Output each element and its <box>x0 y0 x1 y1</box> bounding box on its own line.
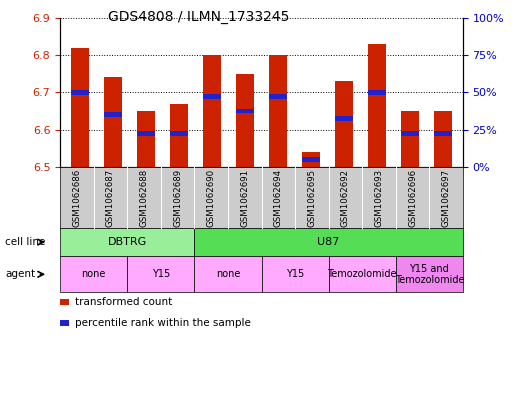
Bar <box>170 131 188 136</box>
Text: Y15: Y15 <box>286 269 304 279</box>
Bar <box>434 131 452 136</box>
Bar <box>434 111 452 167</box>
Bar <box>137 131 155 136</box>
Text: GSM1062692: GSM1062692 <box>341 169 350 226</box>
Bar <box>335 116 353 121</box>
Text: GSM1062689: GSM1062689 <box>173 169 182 226</box>
Bar <box>104 77 122 167</box>
Text: DBTRG: DBTRG <box>108 237 147 247</box>
Text: GSM1062696: GSM1062696 <box>408 169 417 226</box>
Bar <box>236 74 254 167</box>
Bar <box>368 44 386 167</box>
Text: GSM1062697: GSM1062697 <box>441 169 451 226</box>
Bar <box>401 131 419 136</box>
Bar <box>401 111 419 167</box>
Bar <box>302 157 320 162</box>
Text: GSM1062693: GSM1062693 <box>374 169 383 226</box>
Bar <box>335 81 353 167</box>
Text: Y15: Y15 <box>152 269 170 279</box>
Bar <box>170 104 188 167</box>
Bar <box>368 90 386 95</box>
Text: GSM1062688: GSM1062688 <box>140 168 149 227</box>
Bar <box>203 94 221 99</box>
Bar <box>236 108 254 114</box>
Bar <box>269 94 287 99</box>
Text: GSM1062694: GSM1062694 <box>274 169 283 226</box>
Text: Temozolomide: Temozolomide <box>327 269 397 279</box>
Text: none: none <box>216 269 240 279</box>
Bar <box>71 90 89 95</box>
Text: none: none <box>82 269 106 279</box>
Bar <box>137 111 155 167</box>
Text: GSM1062695: GSM1062695 <box>308 169 316 226</box>
Text: GSM1062686: GSM1062686 <box>72 168 82 227</box>
Bar <box>269 55 287 167</box>
Text: GSM1062690: GSM1062690 <box>207 169 215 226</box>
Text: Y15 and
Temozolomide: Y15 and Temozolomide <box>394 264 464 285</box>
Bar <box>302 152 320 167</box>
Text: GSM1062691: GSM1062691 <box>240 169 249 226</box>
Bar <box>71 48 89 167</box>
Text: cell line: cell line <box>5 237 46 247</box>
Text: transformed count: transformed count <box>75 297 172 307</box>
Bar <box>203 55 221 167</box>
Text: agent: agent <box>5 269 36 279</box>
Bar <box>104 112 122 117</box>
Text: U87: U87 <box>317 237 340 247</box>
Text: percentile rank within the sample: percentile rank within the sample <box>75 318 251 328</box>
Text: GSM1062687: GSM1062687 <box>106 168 115 227</box>
Text: GDS4808 / ILMN_1733245: GDS4808 / ILMN_1733245 <box>108 10 289 24</box>
